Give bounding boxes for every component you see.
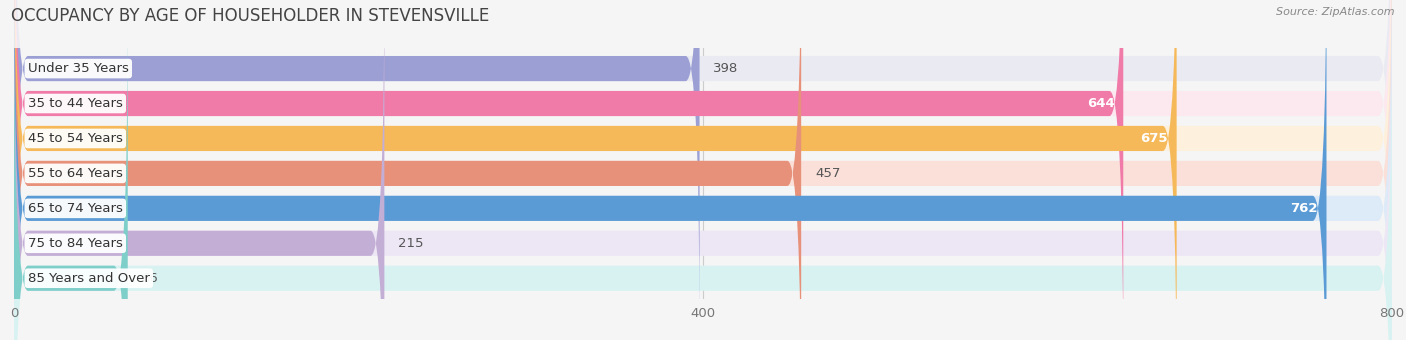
Text: 644: 644 [1087,97,1115,110]
Text: 35 to 44 Years: 35 to 44 Years [28,97,122,110]
FancyBboxPatch shape [14,0,1392,340]
Text: 45 to 54 Years: 45 to 54 Years [28,132,122,145]
FancyBboxPatch shape [14,0,1392,340]
Text: 215: 215 [398,237,423,250]
FancyBboxPatch shape [14,0,1123,340]
FancyBboxPatch shape [14,0,1392,340]
FancyBboxPatch shape [14,0,1326,340]
Text: 75 to 84 Years: 75 to 84 Years [28,237,122,250]
Text: 457: 457 [815,167,841,180]
Text: Under 35 Years: Under 35 Years [28,62,129,75]
FancyBboxPatch shape [14,0,801,340]
FancyBboxPatch shape [14,0,1392,336]
Text: Source: ZipAtlas.com: Source: ZipAtlas.com [1277,7,1395,17]
FancyBboxPatch shape [14,11,128,340]
FancyBboxPatch shape [14,11,1392,340]
FancyBboxPatch shape [14,0,700,336]
FancyBboxPatch shape [14,0,1177,340]
Text: 65 to 74 Years: 65 to 74 Years [28,202,122,215]
Text: 85 Years and Over: 85 Years and Over [28,272,149,285]
Text: OCCUPANCY BY AGE OF HOUSEHOLDER IN STEVENSVILLE: OCCUPANCY BY AGE OF HOUSEHOLDER IN STEVE… [11,7,489,25]
Text: 55 to 64 Years: 55 to 64 Years [28,167,122,180]
Text: 675: 675 [1140,132,1168,145]
Text: 66: 66 [142,272,159,285]
FancyBboxPatch shape [14,0,1392,340]
Text: 762: 762 [1291,202,1317,215]
FancyBboxPatch shape [14,0,1392,340]
FancyBboxPatch shape [14,0,384,340]
Text: 398: 398 [713,62,738,75]
